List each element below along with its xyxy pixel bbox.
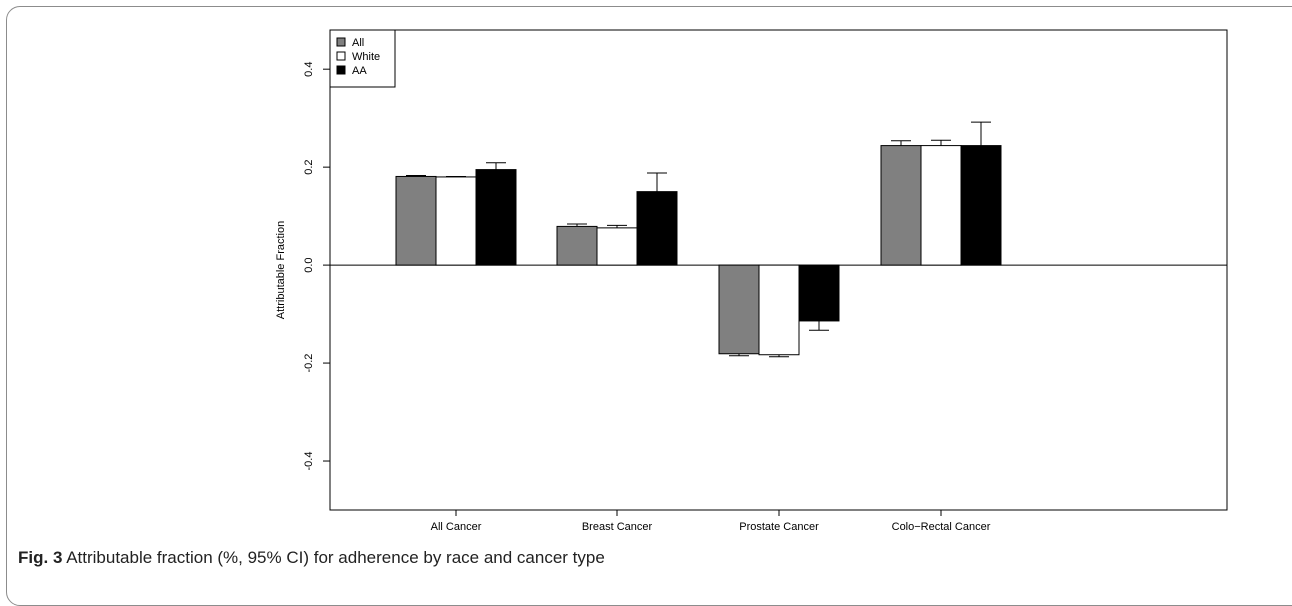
y-tick-label: 0.2 [303, 159, 315, 174]
y-tick-label: -0.2 [303, 354, 315, 373]
y-tick-label: 0.0 [303, 257, 315, 272]
bar-all-3 [880, 145, 922, 266]
legend: All White AA [329, 29, 396, 88]
bar-aa-0 [475, 169, 517, 266]
x-category-label: Prostate Cancer [739, 521, 819, 533]
figure-caption: Fig. 3 Attributable fraction (%, 95% CI)… [18, 548, 605, 568]
bar-aa-1 [636, 191, 678, 266]
bar-aa-3 [960, 145, 1002, 266]
bar-white-0 [435, 176, 477, 266]
legend-label-white: White [352, 51, 380, 63]
figure-caption-label: Fig. 3 [18, 548, 63, 567]
legend-label-aa: AA [352, 65, 367, 77]
bar-chart: Attributable Fraction -0.4 -0.2 0.0 0.2 0.4 A… [275, 29, 1228, 533]
bars [395, 145, 1002, 356]
bar-white-3 [920, 145, 962, 266]
legend-swatch-all [336, 37, 346, 47]
legend-swatch-aa [336, 65, 346, 75]
x-category-label: Colo−Rectal Cancer [892, 521, 991, 533]
x-category-label: All Cancer [431, 521, 482, 533]
bar-all-1 [556, 225, 598, 266]
bar-all-0 [395, 175, 437, 266]
error-bars [406, 121, 991, 358]
figure-caption-text: Attributable fraction (%, 95% CI) for ad… [62, 548, 605, 567]
y-axis-title-group: Attributable Fraction [275, 221, 287, 319]
bar-white-2 [758, 264, 800, 356]
y-tick-label: 0.4 [303, 62, 315, 77]
y-tick-label: -0.4 [303, 452, 315, 471]
axes: -0.4 -0.2 0.0 0.2 0.4 All Cancer Breast Cancer… [303, 62, 991, 533]
bar-all-2 [718, 264, 760, 355]
bar-aa-2 [798, 264, 840, 322]
legend-label-all: All [352, 37, 364, 49]
legend-swatch-white [336, 51, 346, 61]
x-category-label: Breast Cancer [582, 521, 653, 533]
y-axis-title: Attributable Fraction [275, 221, 287, 319]
bar-white-1 [596, 227, 638, 266]
